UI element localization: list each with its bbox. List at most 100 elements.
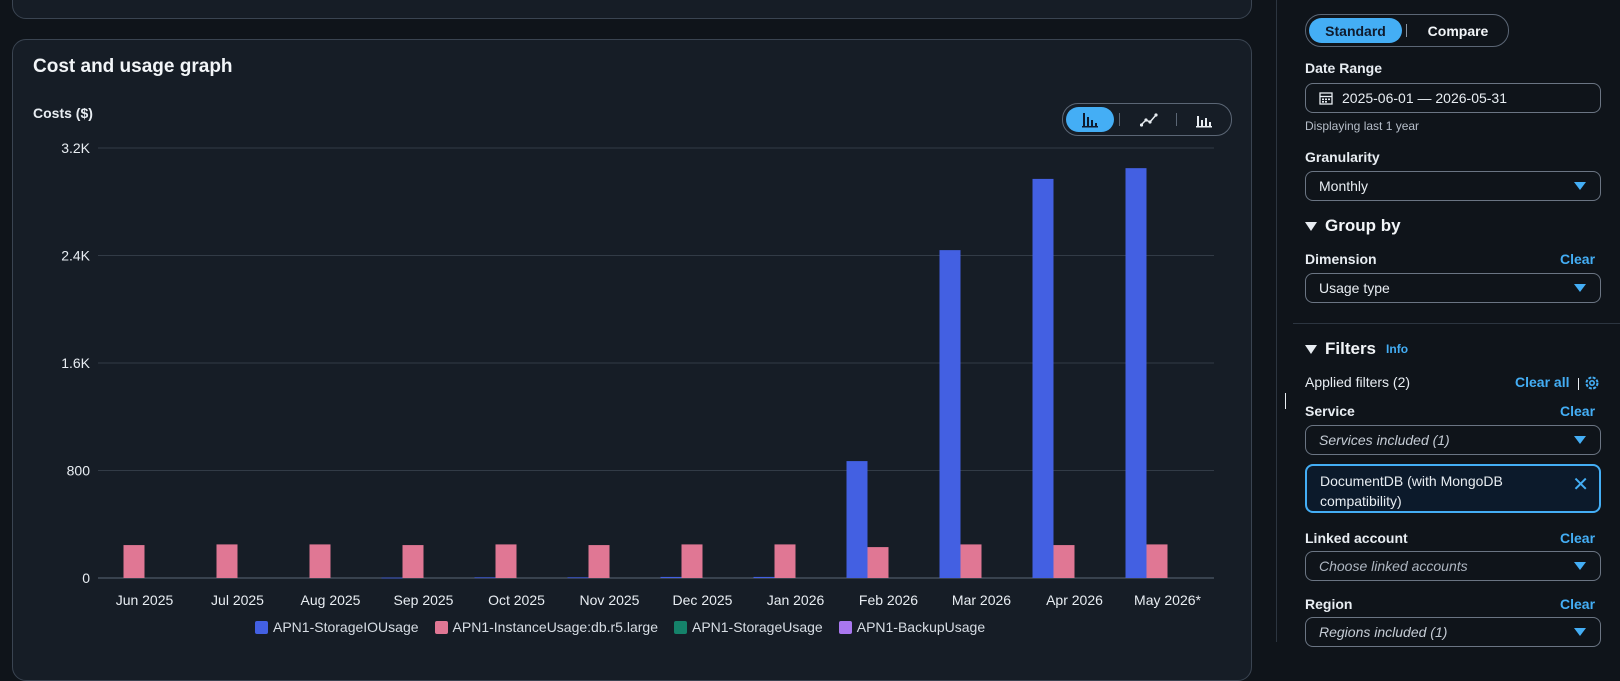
chevron-down-icon (1574, 628, 1586, 636)
date-range-hint: Displaying last 1 year (1305, 119, 1420, 133)
filters-section-toggle[interactable]: Filters Info (1305, 339, 1408, 359)
legend-swatch (838, 620, 852, 634)
bar-apn1-instanceusage-db-r5-large (588, 545, 610, 578)
x-tick-label: Jan 2026 (767, 592, 825, 608)
x-tick-label: Oct 2025 (488, 592, 545, 608)
graph-title: Cost and usage graph (33, 56, 233, 77)
cost-bar-chart: Costs ($) 0 800 1.6K 2.4K 3.2K Jun 2025 Jul 202… (33, 105, 1214, 608)
compare-button[interactable]: Compare (1427, 22, 1489, 39)
y-tick-label: 1.6K (61, 355, 90, 371)
bar-apn1-storageiousage (1032, 178, 1054, 578)
y-tick-label: 2.4K (61, 248, 90, 264)
filters-title: Filters (1325, 339, 1377, 358)
service-select[interactable]: Services included (1) (1305, 425, 1601, 455)
bar-apn1-storageiousage (474, 577, 496, 579)
linked-account-select[interactable]: Choose linked accounts (1305, 551, 1601, 581)
bar-apn1-storageiousage (381, 577, 403, 579)
legend-label: APN1-StorageIOUsage (273, 619, 419, 635)
granularity-label: Granularity (1305, 149, 1380, 165)
group-by-title: Group by (1325, 216, 1401, 235)
bar-apn1-instanceusage-db-r5-large (681, 544, 703, 578)
chart-type-toggle (1062, 103, 1232, 136)
close-icon[interactable]: ✕ (1572, 474, 1589, 496)
granularity-select[interactable]: Monthly (1305, 171, 1601, 201)
stacked-bar-chart-icon (1196, 115, 1212, 127)
legend-item[interactable]: APN1-StorageIOUsage (255, 619, 419, 635)
service-label: Service (1305, 403, 1355, 419)
bar-apn1-storageiousage (1125, 168, 1147, 578)
legend-item[interactable]: APN1-BackupUsage (838, 619, 986, 635)
region-value: Regions included (1) (1319, 624, 1448, 640)
service-clear-link[interactable]: Clear (1560, 403, 1596, 419)
bar-apn1-instanceusage-db-r5-large (774, 544, 796, 578)
dimension-select[interactable]: Usage type (1305, 273, 1601, 303)
date-range-input[interactable]: 2025-06-01 — 2026-05-31 (1305, 83, 1601, 113)
filters-info-link[interactable]: Info (1386, 342, 1409, 356)
chevron-down-icon (1574, 182, 1586, 190)
group-by-section-toggle[interactable]: Group by (1305, 216, 1401, 236)
x-tick-label: Sep 2025 (394, 592, 454, 608)
legend-label: APN1-InstanceUsage:db.r5.large (452, 619, 658, 635)
caret-down-icon (1305, 344, 1317, 354)
y-tick-label: 800 (67, 463, 91, 479)
standard-button[interactable]: Standard (1309, 18, 1402, 43)
applied-filters-label: Applied filters (2) (1305, 374, 1411, 390)
bar-apn1-instanceusage-db-r5-large (960, 544, 982, 578)
main-content: Cost and usage graph (12, 0, 1252, 681)
bar-apn1-instanceusage-db-r5-large (867, 547, 889, 578)
linked-account-placeholder: Choose linked accounts (1319, 558, 1468, 574)
region-label: Region (1305, 596, 1353, 612)
x-tick-label: Jul 2025 (211, 592, 264, 608)
legend-label: APN1-BackupUsage (856, 619, 986, 635)
bar-apn1-storageiousage (939, 250, 961, 578)
bar-apn1-instanceusage-db-r5-large (1146, 544, 1168, 578)
bar-apn1-storageiousage (567, 577, 589, 579)
bar-apn1-instanceusage-db-r5-large (495, 544, 517, 578)
clear-all-filters-link[interactable]: Clear all (1515, 374, 1570, 390)
region-select[interactable]: Regions included (1) (1305, 617, 1601, 647)
date-range-value: 2025-06-01 — 2026-05-31 (1342, 90, 1508, 106)
section-divider (1293, 323, 1620, 324)
service-value: Services included (1) (1319, 432, 1450, 448)
chevron-down-icon (1574, 284, 1586, 292)
linked-account-label: Linked account (1305, 530, 1408, 546)
chevron-down-icon (1574, 436, 1586, 444)
chart-legend: APN1-StorageIOUsage APN1-InstanceUsage:db… (255, 619, 985, 635)
granularity-value: Monthly (1319, 178, 1369, 194)
x-tick-label: Nov 2025 (580, 592, 640, 608)
bar-apn1-storageiousage (846, 461, 868, 578)
calendar-icon (1319, 92, 1333, 105)
view-mode-toggle: Standard Compare (1305, 14, 1509, 47)
legend-item[interactable]: APN1-InstanceUsage:db.r5.large (434, 619, 658, 635)
legend-item[interactable]: APN1-StorageUsage (673, 619, 823, 635)
x-tick-label: Jun 2025 (116, 592, 174, 608)
dimension-label: Dimension (1305, 251, 1377, 267)
region-clear-link[interactable]: Clear (1560, 596, 1596, 612)
x-tick-label: Feb 2026 (859, 592, 918, 608)
stacked-bar-chart-button[interactable] (1180, 107, 1228, 132)
caret-down-icon (1305, 221, 1317, 231)
legend-label: APN1-StorageUsage (691, 619, 823, 635)
legend-swatch (673, 620, 687, 634)
bar-apn1-instanceusage-db-r5-large (123, 545, 145, 578)
settings-gear-icon[interactable] (1583, 374, 1601, 392)
bar-chart-button[interactable] (1066, 107, 1114, 132)
bar-apn1-instanceusage-db-r5-large (216, 544, 238, 578)
service-token-label: DocumentDB (with MongoDB compatibility) (1320, 473, 1503, 509)
bar-apn1-instanceusage-db-r5-large (1053, 545, 1075, 578)
y-axis-label: Costs ($) (33, 105, 93, 121)
y-tick-label: 0 (82, 570, 90, 586)
line-chart-button[interactable] (1125, 107, 1173, 132)
linked-account-clear-link[interactable]: Clear (1560, 530, 1596, 546)
y-tick-label: 3.2K (61, 140, 90, 156)
bar-apn1-storageiousage (753, 576, 775, 578)
line-chart-icon (1140, 112, 1158, 127)
chevron-down-icon (1574, 562, 1586, 570)
filter-sidebar: Standard Compare Date Range 2025-06-01 —… (1277, 0, 1620, 647)
dimension-clear-link[interactable]: Clear (1560, 251, 1596, 267)
date-range-label: Date Range (1305, 60, 1383, 76)
dimension-value: Usage type (1319, 280, 1390, 296)
bar-chart-icon (1082, 112, 1098, 127)
link-separator (1578, 378, 1579, 390)
text-cursor (1285, 393, 1286, 409)
